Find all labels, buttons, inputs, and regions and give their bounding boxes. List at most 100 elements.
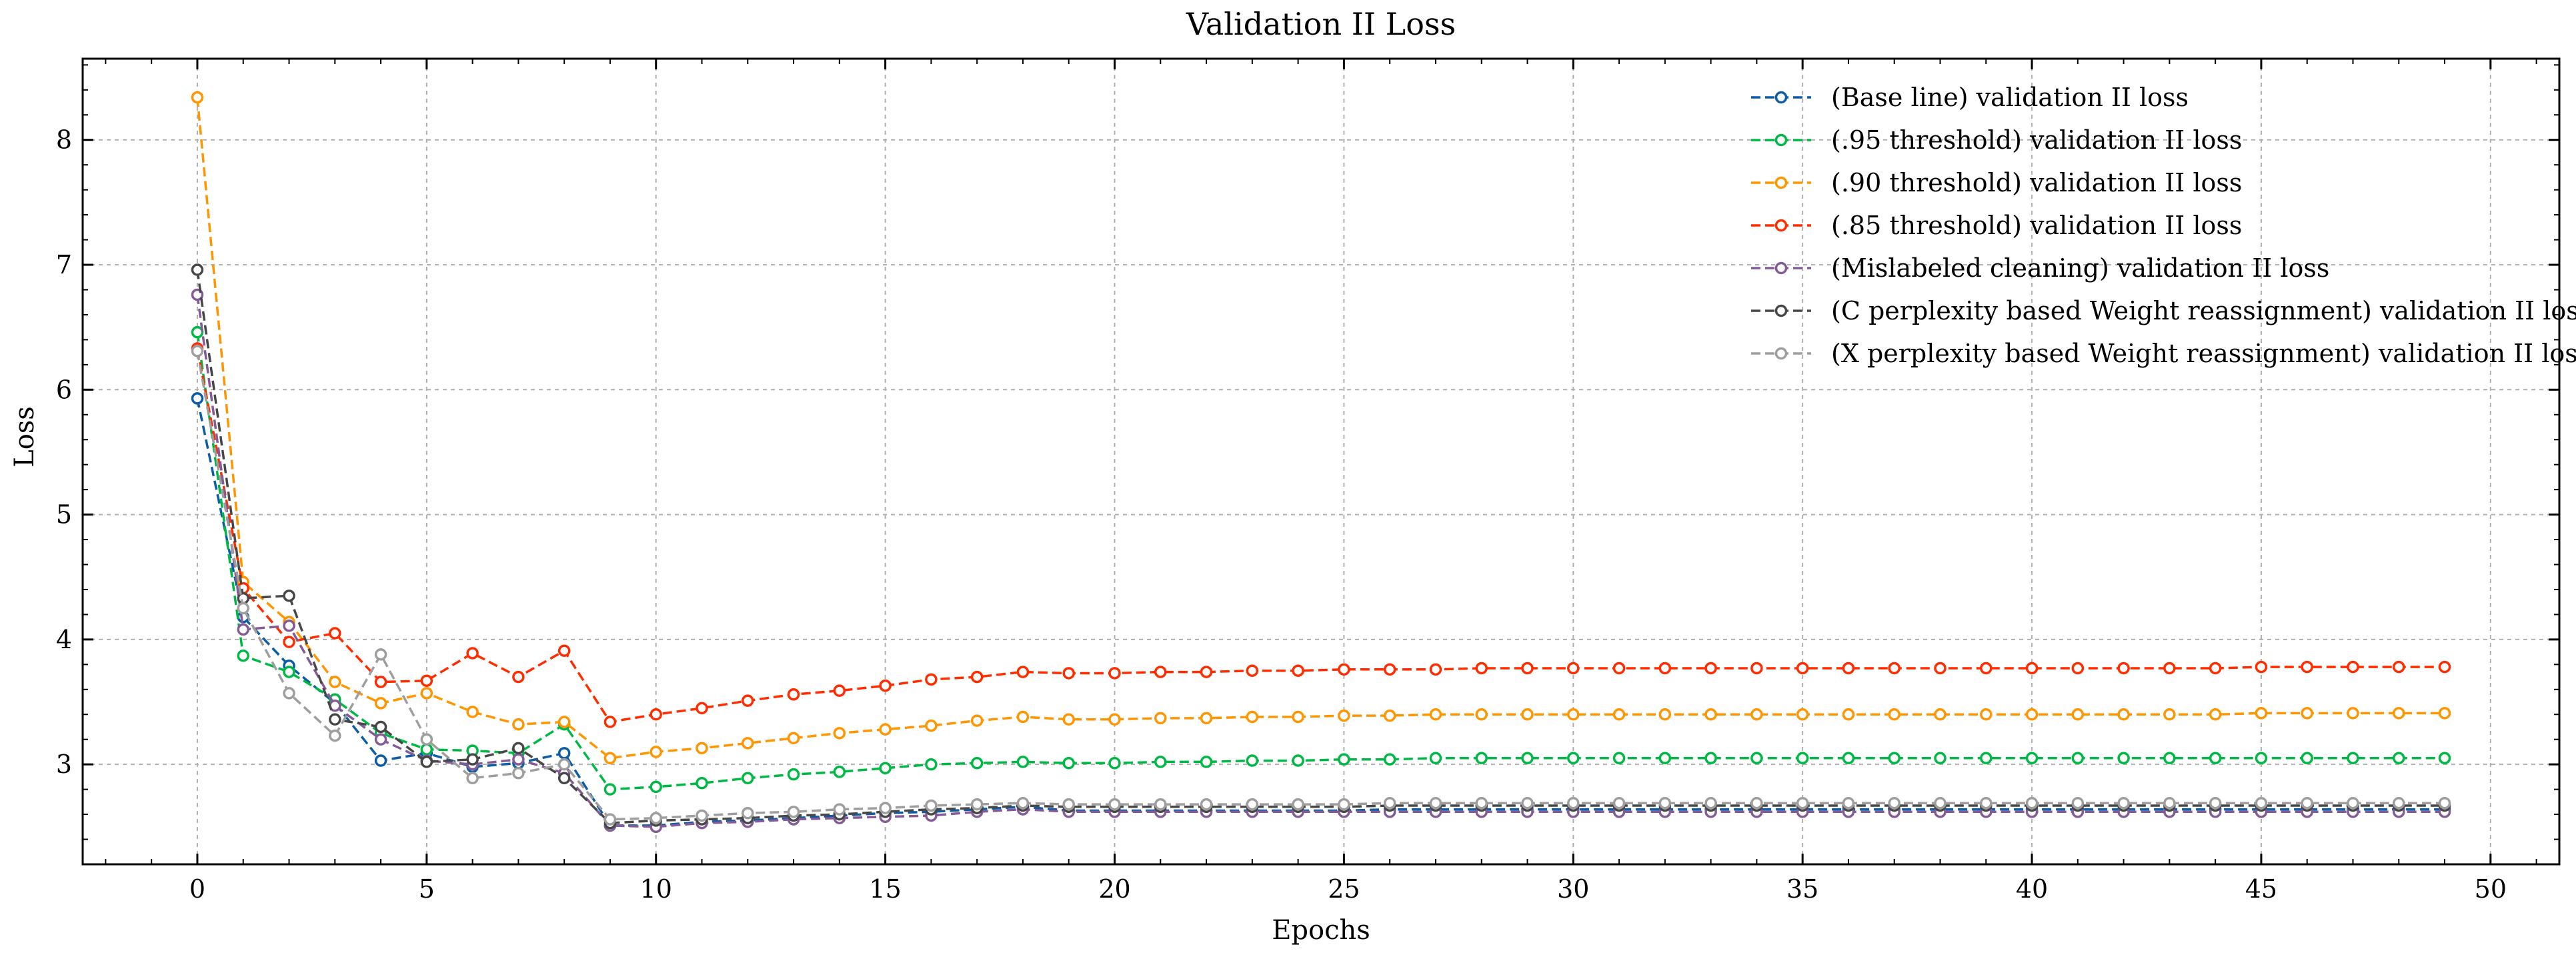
data-point <box>1429 663 1442 676</box>
data-point <box>329 627 341 640</box>
data-point <box>603 752 617 765</box>
data-point <box>2117 708 2130 721</box>
data-point <box>1154 798 1167 811</box>
data-point <box>1521 796 1534 810</box>
data-point <box>2163 708 2176 721</box>
data-point <box>420 733 433 746</box>
data-point <box>2393 796 2405 810</box>
y-tick-label: 7 <box>56 250 72 279</box>
data-point <box>1704 796 1717 810</box>
series-line <box>196 398 2445 827</box>
data-point <box>2255 660 2268 674</box>
series-line <box>196 97 2445 760</box>
data-point <box>420 756 433 768</box>
data-point <box>374 676 387 688</box>
data-point <box>329 729 341 742</box>
y-tick-label: 6 <box>56 375 72 404</box>
data-point <box>1934 708 1947 721</box>
data-point <box>2255 707 2268 720</box>
data-point <box>512 753 525 766</box>
data-point <box>557 772 571 785</box>
data-point <box>1475 752 1488 765</box>
data-point <box>1200 798 1213 811</box>
data-point <box>833 727 846 740</box>
data-point <box>1796 708 1809 721</box>
data-point <box>2438 660 2451 674</box>
data-point <box>1521 662 1534 675</box>
legend-label: (.85 threshold) validation II loss <box>1831 211 2242 240</box>
data-point <box>1750 796 1763 810</box>
data-point <box>925 758 938 771</box>
grid <box>83 59 2559 864</box>
legend-entry: (Base line) validation II loss <box>1751 83 2189 112</box>
legend: (Base line) validation II loss (.95 thres… <box>1751 83 2576 368</box>
legend-entry: (X perplexity based Weight reassignment)… <box>1751 339 2576 368</box>
data-point <box>1842 662 1855 675</box>
data-point <box>2071 708 2085 721</box>
y-tick-label: 3 <box>56 750 72 779</box>
data-point <box>696 742 708 755</box>
data-point <box>512 718 525 731</box>
legend-entry: (C perplexity based Weight reassignment)… <box>1751 296 2576 325</box>
legend-marker <box>1774 176 1788 189</box>
legend-marker <box>1774 304 1788 317</box>
data-point <box>420 743 433 756</box>
data-point <box>2163 796 2176 810</box>
data-point <box>1383 796 1396 810</box>
data-point <box>696 777 708 790</box>
data-point <box>2347 752 2359 765</box>
data-point <box>1612 708 1626 721</box>
data-point <box>329 713 341 726</box>
data-point <box>283 687 295 700</box>
data-point <box>237 602 249 615</box>
chart-title: Validation II Loss <box>1186 6 1456 42</box>
data-point <box>1980 708 1993 721</box>
data-point <box>650 708 662 721</box>
data-point <box>1475 662 1488 675</box>
data-point <box>1934 752 1947 765</box>
y-tick-label: 8 <box>56 125 72 155</box>
data-point <box>1888 752 1900 765</box>
data-point <box>2301 752 2313 765</box>
data-point <box>833 766 846 778</box>
data-point <box>2117 796 2130 810</box>
data-point <box>1016 710 1030 724</box>
data-point <box>2438 796 2451 810</box>
data-point <box>1338 709 1350 722</box>
data-point <box>191 263 204 276</box>
data-point <box>1292 798 1304 811</box>
data-point <box>329 676 341 688</box>
series-3 <box>191 342 2451 728</box>
data-point <box>1108 713 1121 726</box>
data-point <box>2071 662 2085 675</box>
data-point <box>374 754 387 767</box>
legend-marker <box>1774 133 1788 147</box>
data-point <box>1842 708 1855 721</box>
data-point <box>2393 660 2405 674</box>
data-point <box>1246 798 1259 811</box>
data-point <box>283 590 295 602</box>
legend-label: (.95 threshold) validation II loss <box>1831 125 2242 155</box>
data-point <box>512 767 525 780</box>
data-point <box>1888 662 1900 675</box>
data-point <box>1521 708 1534 721</box>
legend-entry: (.85 threshold) validation II loss <box>1751 211 2242 240</box>
data-point <box>2209 708 2222 721</box>
data-point <box>1704 662 1717 675</box>
data-point <box>1108 798 1121 811</box>
data-point <box>557 758 571 771</box>
data-point <box>283 666 295 678</box>
plot-frame <box>81 57 2561 866</box>
data-point <box>650 746 662 758</box>
data-point <box>1796 662 1809 675</box>
data-point <box>420 687 433 700</box>
data-point <box>1154 712 1167 725</box>
data-point <box>1980 752 1993 765</box>
data-point <box>1612 662 1626 675</box>
data-point <box>1062 798 1075 811</box>
data-point <box>2163 752 2176 765</box>
data-point <box>2071 752 2085 765</box>
data-point <box>2209 752 2222 765</box>
data-point <box>970 714 984 727</box>
data-point <box>2393 752 2405 765</box>
